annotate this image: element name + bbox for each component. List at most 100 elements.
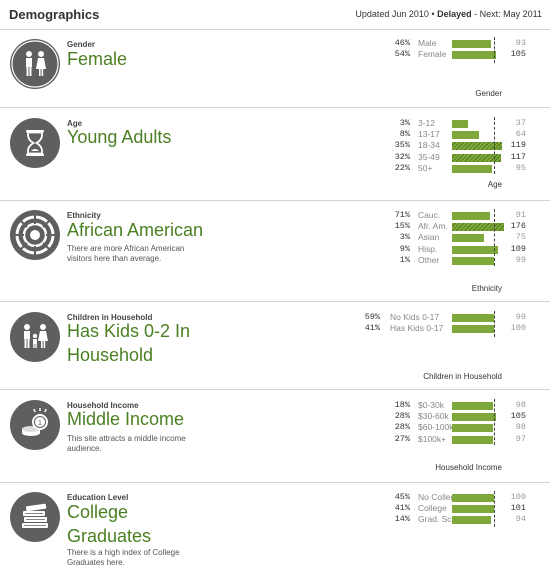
row-bar [452,402,494,410]
section-ethnicity: Ethnicity African American There are mor… [0,201,550,302]
row-bar [452,516,492,525]
coins-icon: 1 [10,400,60,450]
row-percent: 59% [364,312,380,322]
category-label: Gender [67,40,96,49]
row-bar [452,435,493,444]
average-reference-line [494,209,495,266]
row-percent: 35% [394,140,410,151]
ethnicity-wheel-icon [10,210,60,260]
demographic-row: 28% $60-100k 98 [0,422,550,433]
row-percent: 27% [394,433,410,444]
row-bar [452,494,494,502]
row-percent: 3% [399,232,410,243]
row-bar [452,223,504,232]
row-label: 3-12 [418,118,436,128]
row-percent: 28% [394,422,410,433]
row-percent: 15% [394,221,410,232]
status-separator: • [431,9,435,19]
average-reference-line [494,117,495,174]
row-index: 94 [515,514,526,525]
row-label: 13-17 [418,129,440,140]
row-index: 105 [510,49,526,60]
average-reference-line [494,37,495,63]
demographic-row: 32% 35-49 117 [0,152,550,163]
row-index: 99 [515,254,526,265]
row-percent: 71% [394,210,410,220]
chart-caption: Gender [475,89,502,98]
section-children: Children in Household Has Kids 0-2 In Ho… [0,302,550,390]
row-label: Afr. Am. [418,221,448,232]
row-bar [452,505,495,514]
category-value: African American [67,220,204,240]
demographics-header: Demographics Updated Jun 2010 • Delayed … [0,0,550,30]
row-bar [452,256,494,265]
row-index: 95 [515,162,526,173]
demographic-row: 45% No College 100 [0,492,550,503]
row-index: 91 [515,210,526,220]
demographic-row: 3% Asian 75 [0,232,550,243]
demographic-row: 3% 3-12 37 [0,118,550,129]
category-value: College Graduates [67,502,152,546]
row-percent: 45% [394,492,410,502]
category-description: This site attracts a middle income audie… [67,434,186,453]
demographic-row: 27% $100k+ 97 [0,434,550,445]
row-bar [452,120,468,128]
section-age: Age Young Adults 3% 3-12 37 8% 13-17 64 35% 18-… [0,108,550,201]
row-label: 35-49 [418,151,440,162]
average-reference-line [494,491,495,527]
row-index: 98 [515,422,526,433]
svg-text:1: 1 [38,420,42,427]
row-bar [452,212,491,220]
category-value: Female [67,49,128,69]
row-bar [452,234,484,243]
family-icon [10,312,60,362]
row-index: 109 [510,243,526,254]
row-label: Other [418,254,440,265]
row-label: $30-60k [418,411,449,422]
row-percent: 3% [399,118,410,128]
row-label: Hisp. [418,243,438,254]
row-percent: 54% [394,49,410,60]
row-label: Asian [418,232,440,243]
row-percent: 18% [394,400,410,410]
category-description: There is a high index of College Graduat… [67,548,180,566]
demographic-row: 35% 18-34 119 [0,140,550,151]
row-percent: 8% [399,129,410,140]
row-bar [452,142,502,151]
row-index: 93 [515,38,526,48]
chart-caption: Children in Household [423,372,502,381]
row-index: 75 [515,232,526,243]
demographic-row: 54% Female 105 [0,49,550,60]
row-label: 50+ [418,162,433,173]
row-percent: 14% [394,514,410,525]
row-bar [452,424,494,433]
row-label: $100k+ [418,433,447,444]
demographic-row: 18% $0-30k 98 [0,400,550,411]
section-education: Education Level College Graduates There … [0,483,550,566]
page-title: Demographics [9,7,100,22]
row-percent: 41% [394,503,410,514]
updated-date: Updated Jun 2010 [355,9,429,19]
row-percent: 41% [364,323,380,334]
row-index: 119 [510,140,526,151]
demographic-row: 28% $30-60k 105 [0,411,550,422]
row-label: No College [418,492,461,502]
category-label: Ethnicity [67,211,101,220]
demographic-row: 14% Grad. Sch. 94 [0,514,550,525]
row-index: 101 [510,503,526,514]
row-bar [452,153,502,162]
demographic-row: 46% Male 93 [0,38,550,49]
row-percent: 1% [399,254,410,265]
average-reference-line [494,311,495,337]
next-update: - Next: May 2011 [474,9,542,19]
demographic-row: 59% No Kids 0-17 99 [0,312,550,323]
row-bar [452,325,494,334]
category-value: Young Adults [67,127,172,147]
row-percent: 22% [394,162,410,173]
row-index: 100 [510,323,526,334]
chart-caption: Ethnicity [471,284,502,293]
status-delayed: Delayed [437,9,472,19]
category-description: There are more African American visitors… [67,244,185,263]
row-percent: 46% [394,38,410,48]
people-gender-icon [10,39,60,89]
